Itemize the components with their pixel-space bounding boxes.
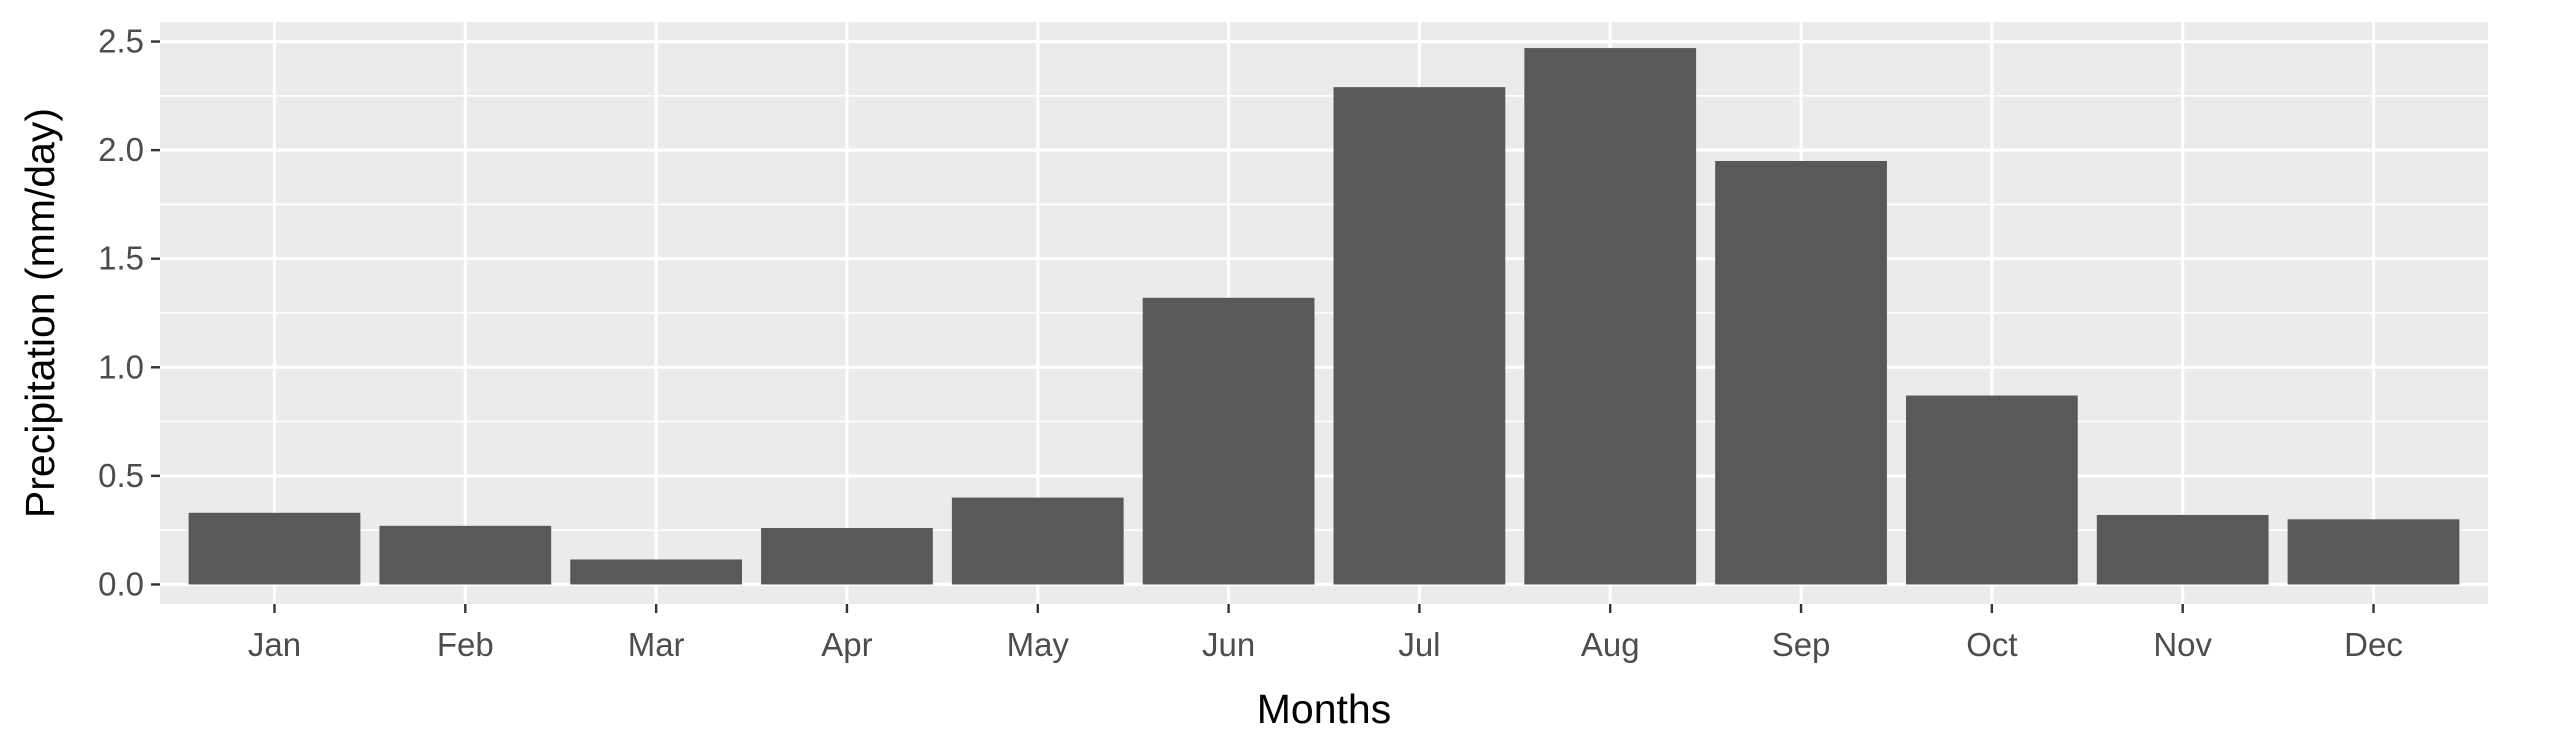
y-axis-title: Precipitation (mm/day) bbox=[17, 108, 63, 518]
x-tick-label: Aug bbox=[1581, 626, 1640, 663]
bar-nov bbox=[2096, 514, 2269, 585]
bar-aug bbox=[1524, 48, 1697, 585]
x-tick-label: Apr bbox=[821, 626, 872, 663]
x-axis: Jan Feb Mar Apr May Jun Jul Aug Sep Oct Nov Dec bbox=[248, 604, 2403, 663]
y-tick-label: 1.5 bbox=[98, 240, 144, 277]
x-axis-title: Months bbox=[1257, 686, 1391, 732]
bars bbox=[188, 48, 2460, 585]
bar-jun bbox=[1142, 297, 1315, 585]
x-tick-label: Oct bbox=[1966, 626, 2017, 663]
bar-apr bbox=[761, 527, 933, 585]
bar-feb bbox=[379, 525, 552, 585]
y-tick-label: 0.0 bbox=[98, 565, 144, 602]
y-axis: 0.0 0.5 1.0 1.5 2.0 2.5 bbox=[98, 23, 160, 602]
x-tick-label: May bbox=[1007, 626, 1070, 663]
bar-jan bbox=[188, 512, 361, 585]
bar-dec bbox=[2287, 519, 2460, 585]
y-tick-label: 2.5 bbox=[98, 23, 144, 60]
x-tick-label: Jul bbox=[1398, 626, 1440, 663]
bar-mar bbox=[570, 559, 742, 585]
x-tick-label: Nov bbox=[2153, 626, 2212, 663]
x-tick-label: Sep bbox=[1772, 626, 1831, 663]
y-tick-label: 2.0 bbox=[98, 131, 144, 168]
x-tick-label: Dec bbox=[2344, 626, 2403, 663]
bar-jul bbox=[1333, 87, 1506, 585]
x-tick-label: Jan bbox=[248, 626, 301, 663]
x-tick-label: Feb bbox=[437, 626, 494, 663]
bar-oct bbox=[1906, 395, 2078, 585]
y-tick-label: 0.5 bbox=[98, 457, 144, 494]
y-tick-label: 1.0 bbox=[98, 348, 144, 385]
bar-sep bbox=[1715, 160, 1887, 585]
x-tick-label: Jun bbox=[1202, 626, 1255, 663]
bar-may bbox=[951, 497, 1124, 585]
x-tick-label: Mar bbox=[628, 626, 685, 663]
